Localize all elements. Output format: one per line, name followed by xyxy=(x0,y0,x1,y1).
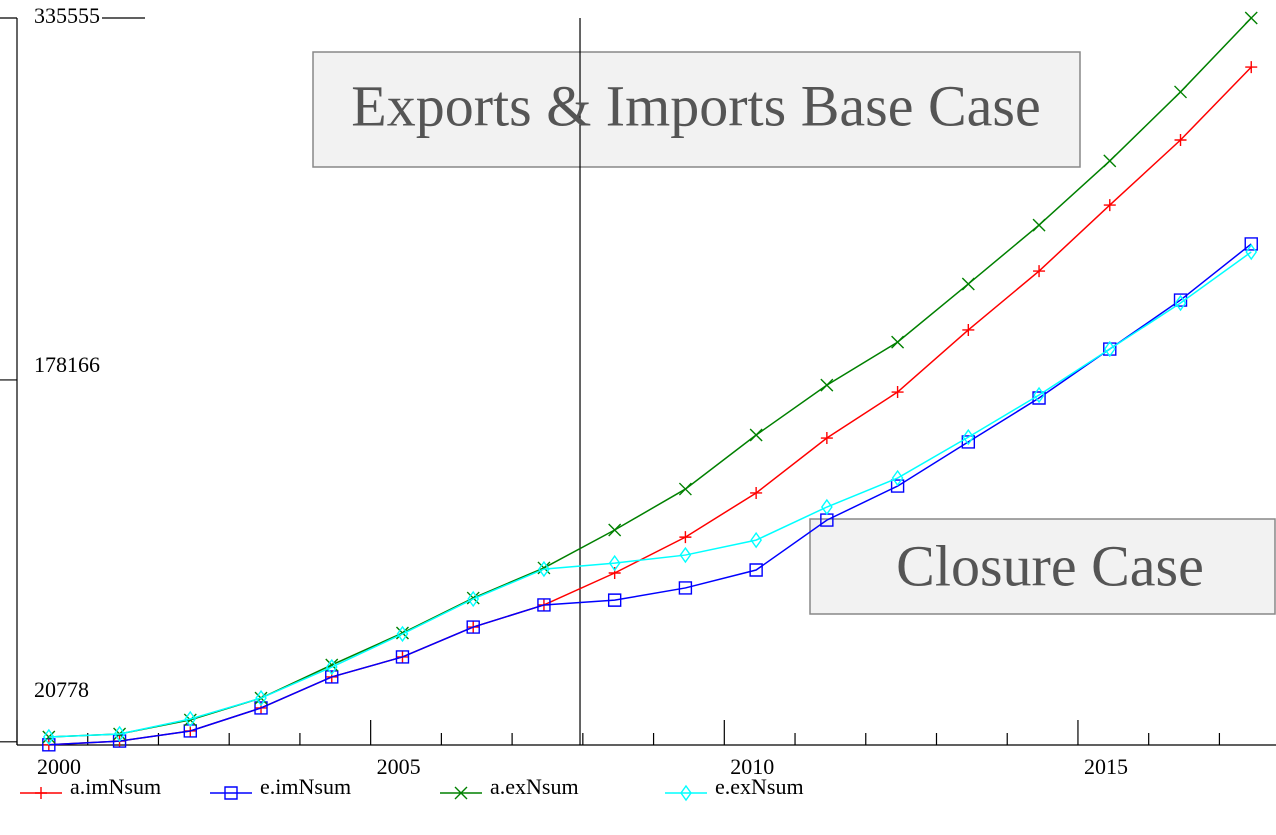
marker xyxy=(961,277,975,291)
legend-label: e.imNsum xyxy=(260,774,351,799)
x-tick-label: 2000 xyxy=(37,754,81,779)
marker xyxy=(608,554,621,572)
marker xyxy=(1174,134,1187,146)
series-line xyxy=(48,251,1252,738)
marker xyxy=(820,513,834,527)
marker xyxy=(679,531,692,544)
legend-label: a.exNsum xyxy=(490,774,579,799)
marker xyxy=(184,710,197,728)
marker xyxy=(537,598,551,612)
marker xyxy=(1244,237,1258,251)
marker xyxy=(608,566,621,579)
marker xyxy=(679,546,692,564)
legend-marker xyxy=(35,787,47,799)
marker xyxy=(962,428,975,446)
marker xyxy=(1174,294,1187,312)
legend-label: e.exNsum xyxy=(715,774,804,799)
marker xyxy=(113,725,126,743)
y-tick-label: 20778 xyxy=(34,677,89,702)
legend-marker xyxy=(680,784,692,802)
marker xyxy=(750,486,763,499)
marker xyxy=(395,626,409,640)
marker xyxy=(466,591,480,605)
x-tick-label: 2015 xyxy=(1084,754,1128,779)
marker xyxy=(466,620,480,634)
marker xyxy=(255,689,267,707)
annotation: Closure Case xyxy=(896,533,1204,598)
series-line xyxy=(48,66,1252,746)
legend-marker xyxy=(224,786,238,800)
marker xyxy=(396,625,409,643)
marker xyxy=(750,531,762,549)
marker xyxy=(1174,85,1188,99)
marker xyxy=(962,323,975,336)
annotation-box xyxy=(809,518,1276,615)
marker xyxy=(1244,11,1258,25)
marker xyxy=(890,479,905,493)
series-line xyxy=(48,243,1252,746)
marker xyxy=(1103,154,1117,168)
x-tick-label: 2010 xyxy=(730,754,774,779)
chart-title: Exports & Imports Base Case xyxy=(351,73,1040,138)
marker xyxy=(325,658,338,676)
marker xyxy=(607,593,622,607)
marker xyxy=(183,713,197,727)
marker xyxy=(608,523,622,537)
marker xyxy=(467,590,480,608)
marker xyxy=(891,469,904,487)
marker xyxy=(537,561,551,575)
marker xyxy=(1033,265,1046,278)
marker xyxy=(1245,61,1258,74)
marker xyxy=(1103,340,1116,358)
marker xyxy=(678,581,693,595)
marker xyxy=(1032,218,1046,232)
marker xyxy=(820,378,834,392)
marker xyxy=(42,728,55,746)
marker xyxy=(1033,386,1045,404)
marker xyxy=(1103,199,1116,212)
y-tick-label: 335555 xyxy=(34,3,100,28)
marker xyxy=(749,563,763,577)
marker xyxy=(820,432,833,445)
marker xyxy=(891,335,905,349)
marker xyxy=(1103,342,1117,356)
legend-label: a.imNsum xyxy=(70,774,161,799)
marker xyxy=(1245,243,1258,261)
marker xyxy=(678,482,692,496)
x-tick-label: 2005 xyxy=(377,754,421,779)
title-box xyxy=(312,51,1081,168)
marker xyxy=(749,428,763,442)
marker xyxy=(821,498,833,516)
marker xyxy=(183,724,197,738)
marker xyxy=(538,560,550,578)
marker xyxy=(891,386,904,399)
y-tick-label: 178166 xyxy=(34,352,100,377)
marker xyxy=(1173,293,1188,307)
legend-marker xyxy=(454,786,468,800)
marker xyxy=(395,650,410,664)
